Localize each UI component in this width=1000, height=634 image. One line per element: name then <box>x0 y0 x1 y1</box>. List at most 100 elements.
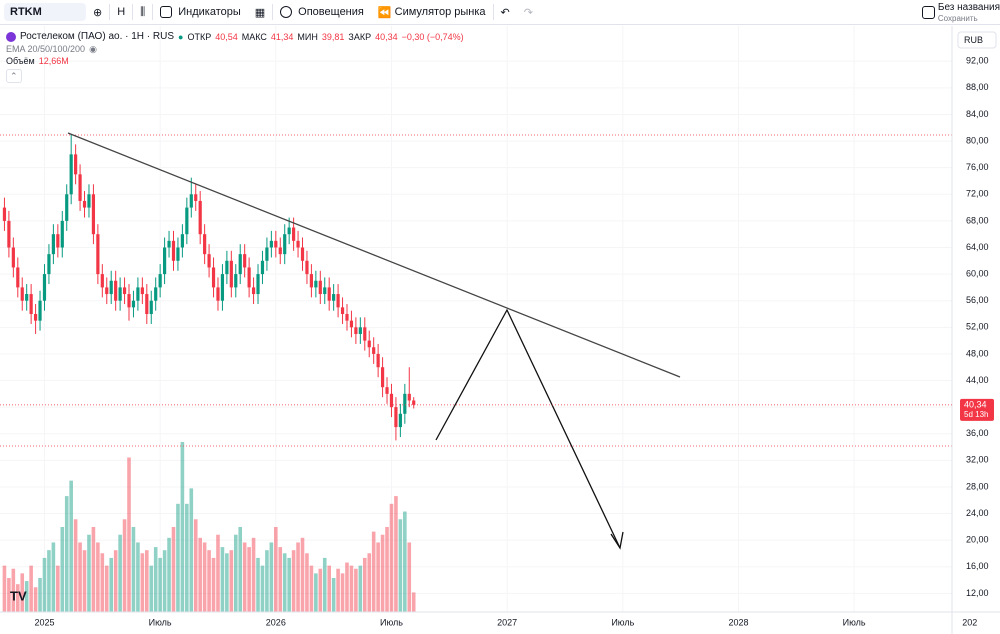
candle-body <box>292 227 296 241</box>
volume-bar <box>211 557 216 612</box>
volume-bar <box>185 503 189 612</box>
candle-body <box>82 200 87 208</box>
candle-body <box>149 300 153 315</box>
candle-body <box>100 274 104 288</box>
fullscreen-button[interactable] <box>915 0 948 25</box>
volume-bar <box>87 534 91 612</box>
forecast-path[interactable] <box>435 308 621 549</box>
currency-button[interactable] <box>957 31 997 49</box>
y-tick-label: 12,00 <box>966 588 989 598</box>
candle-body <box>91 194 96 235</box>
volume-bar <box>202 542 207 612</box>
candle-body <box>380 367 385 388</box>
volume-bar <box>216 534 220 612</box>
volume-bar <box>238 527 243 612</box>
candle-body <box>220 274 225 301</box>
indicators-button[interactable]: Индикаторы <box>153 0 248 25</box>
volume-bar <box>354 568 358 612</box>
candle-body <box>323 287 327 295</box>
volume-bar <box>220 547 225 612</box>
y-tick-label: 44,00 <box>966 375 989 385</box>
candle-body <box>154 287 158 301</box>
legend-ema[interactable]: EMA 20/50/100/200 ◉ <box>6 43 464 55</box>
volume-bar <box>140 553 145 612</box>
volume-bar <box>345 562 349 612</box>
volume-bar <box>336 568 340 612</box>
volume-bar <box>149 565 154 612</box>
volume-bar <box>260 565 265 612</box>
chart-type-button[interactable]: ⫼ <box>140 5 146 18</box>
candle-body <box>69 154 73 195</box>
candle-body <box>47 254 51 275</box>
candle-body <box>207 254 211 268</box>
compare-button[interactable]: ⊕ <box>93 6 103 19</box>
volume-bar <box>349 565 354 612</box>
volume-bar <box>42 557 47 612</box>
layout-name: Без названия <box>937 2 1000 13</box>
candle-body <box>38 300 42 321</box>
candle-body <box>25 294 29 301</box>
candle-body <box>309 274 314 288</box>
icon: ⏪ <box>377 6 395 19</box>
volume-bar <box>318 568 323 612</box>
replay-button[interactable]: ⏪ Симулятор рынка <box>371 0 493 25</box>
layout-save[interactable]: Без названия Сохранить <box>938 2 1000 24</box>
candle-body <box>189 194 193 208</box>
volume-bar <box>113 550 118 612</box>
volume-bar <box>291 550 296 612</box>
candle-body <box>131 300 136 308</box>
volume-bar <box>38 578 42 612</box>
candle-body <box>394 407 398 428</box>
logo: TV <box>10 588 27 603</box>
icon <box>160 6 173 18</box>
redo-button[interactable]: ↷ <box>523 6 533 19</box>
volume-bar <box>207 550 211 612</box>
candle-body <box>11 247 15 268</box>
separator <box>272 4 274 20</box>
volume-bar <box>398 519 403 612</box>
volume-pane <box>2 442 416 612</box>
trend-line[interactable] <box>67 132 681 378</box>
volume-bar <box>24 581 29 612</box>
candle-body <box>96 234 100 275</box>
candle-body <box>354 327 358 334</box>
undo-button[interactable]: ↶ <box>500 6 510 19</box>
volume-bar <box>314 573 318 612</box>
replay-label: Симулятор рынка <box>394 6 486 18</box>
icon <box>922 5 935 19</box>
templates-button[interactable]: ▦ <box>254 6 266 19</box>
y-tick-label: 48,00 <box>966 348 989 358</box>
alerts-button[interactable]: Оповещения <box>273 0 371 25</box>
volume-bar <box>100 553 105 612</box>
volume-bar <box>376 542 380 612</box>
candle-body <box>225 260 229 275</box>
symbol-search[interactable]: RTKM <box>4 3 86 21</box>
candle-body <box>140 287 144 295</box>
grid <box>0 26 971 612</box>
candle-body <box>162 247 167 275</box>
volume-bar <box>180 442 185 612</box>
volume-bar <box>51 542 56 612</box>
volume-bar <box>265 550 269 612</box>
volume-bar <box>411 592 416 612</box>
legend-title: Ростелеком (ПАО) ао. · 1H · RUS <box>20 31 175 42</box>
candle-body <box>385 387 389 394</box>
candle-body <box>211 267 216 288</box>
interval-button[interactable]: H <box>117 6 126 18</box>
candle-body <box>412 400 416 405</box>
y-tick-label: 76,00 <box>966 162 989 172</box>
candle-body <box>398 413 402 428</box>
volume-label: Объём <box>6 56 35 66</box>
candle-body <box>318 280 322 295</box>
candle-body <box>234 274 238 288</box>
arrow-head <box>610 531 624 550</box>
ema-label: EMA 20/50/100/200 <box>6 44 86 54</box>
volume-bar <box>256 557 260 612</box>
visibility-icon[interactable]: ◉ <box>89 44 97 54</box>
collapse-button[interactable]: ⌃ <box>6 69 464 83</box>
candle-body <box>167 240 171 248</box>
candle-body <box>229 260 233 288</box>
candle-body <box>300 247 305 261</box>
